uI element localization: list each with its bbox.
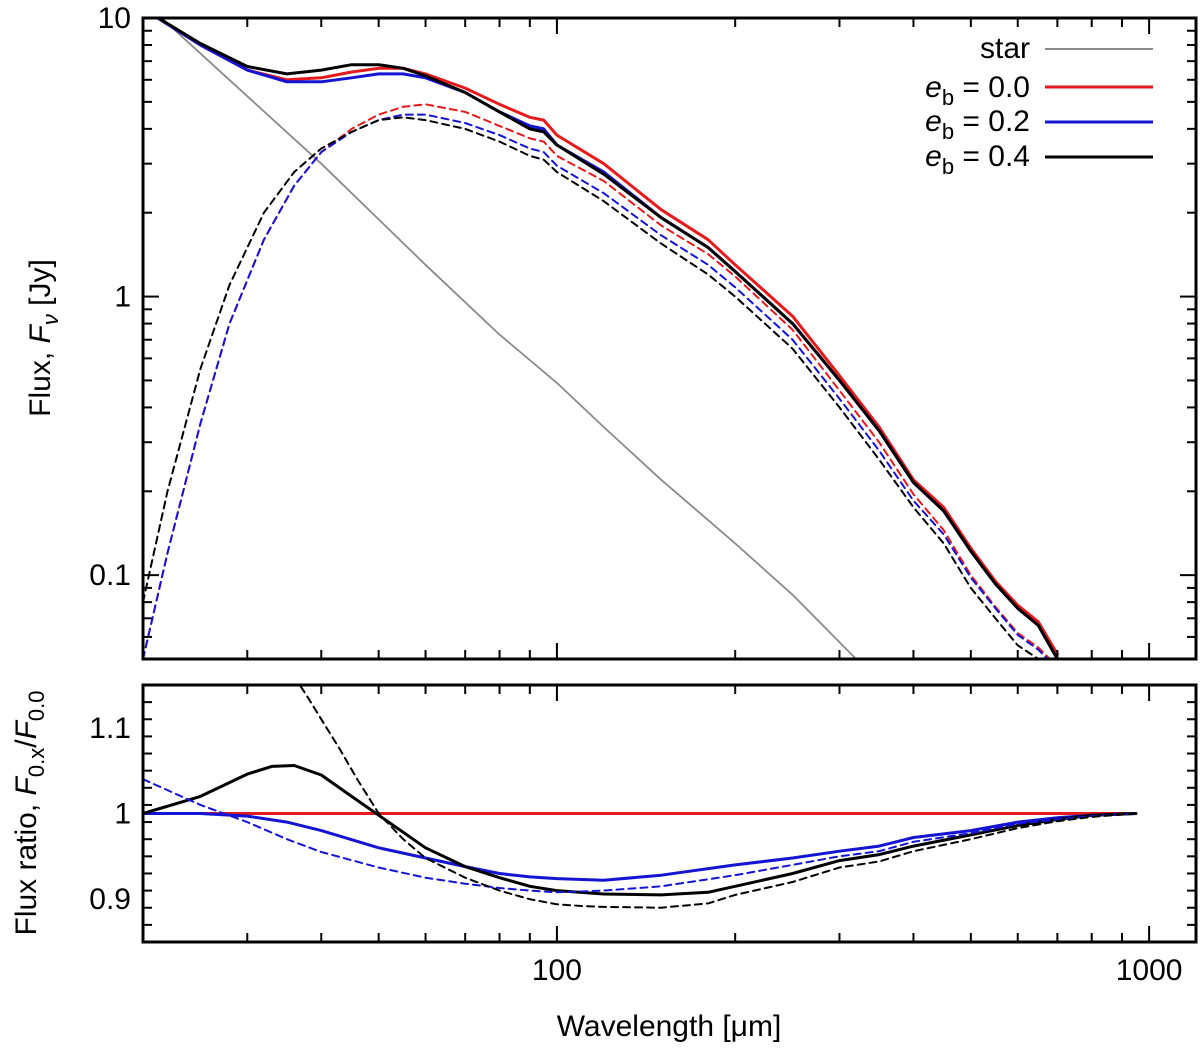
y-tick-label: 1.1 — [89, 712, 131, 745]
legend-entry-eb-0.0: eb = 0.0 — [925, 71, 1153, 110]
series-e-b-0.2-disc — [143, 113, 1049, 659]
x-tick-label: 100 — [532, 954, 582, 987]
top-ticks — [142, 17, 1196, 660]
bottom-plot-area — [143, 685, 1138, 909]
x-tick-label: 1000 — [1116, 954, 1183, 987]
x-axis-label: Wavelength [μm] — [557, 1010, 782, 1043]
series-e-b-0.2-ratio-disc — [143, 778, 1137, 894]
bottom-axes-frame — [141, 683, 1198, 944]
y-tick-label: 0.9 — [89, 883, 131, 916]
series-star — [160, 18, 857, 659]
bottom-x-tick-labels: 100 1000 — [532, 954, 1183, 987]
y-tick-label: 1 — [114, 798, 131, 831]
series-e-b-0.2-ratio-total — [143, 812, 1138, 882]
y-tick-label: 0.1 — [89, 559, 131, 592]
legend-entry-star: star — [980, 32, 1153, 65]
series-e-b-0.4-total — [155, 18, 1059, 659]
series-e-b-0.4-disc — [143, 116, 1040, 659]
bottom-y-axis-label: Flux ratio, F0.x/F0.0 — [10, 691, 49, 936]
legend-entry-eb-0.2: eb = 0.2 — [925, 105, 1153, 144]
top-panel: 0.1 1 10 Flux, Fν [Jy] star eb = 0.0 eb = … — [24, 2, 1198, 661]
legend-label-star: star — [980, 32, 1030, 65]
y-tick-label: 1 — [114, 281, 131, 314]
series-e-b-0.2-total — [154, 18, 1059, 659]
legend-label-eb-0.2: eb = 0.2 — [925, 105, 1030, 144]
series-e-b-0.0-total — [154, 18, 1059, 656]
top-y-tick-labels: 0.1 1 10 — [89, 2, 131, 592]
top-axes-frame — [141, 16, 1198, 661]
legend-label-eb-0.0: eb = 0.0 — [925, 71, 1030, 110]
bottom-panel: 0.9 1 1.1 100 1000 Flux ratio, F0.x/F0.0 Wa… — [10, 683, 1198, 1043]
legend-entry-eb-0.4: eb = 0.4 — [925, 140, 1153, 179]
y-tick-label: 10 — [98, 2, 131, 35]
series-e-b-0.4-ratio-disc — [298, 685, 1137, 909]
top-y-axis-label: Flux, Fν [Jy] — [24, 259, 63, 417]
legend-label-eb-0.4: eb = 0.4 — [925, 140, 1030, 179]
legend: star eb = 0.0 eb = 0.2 eb = 0.4 — [925, 32, 1153, 179]
bottom-y-tick-labels: 0.9 1 1.1 — [89, 712, 131, 916]
series-e-b-0.0-disc — [143, 103, 1052, 659]
top-plot-area — [143, 18, 1059, 659]
